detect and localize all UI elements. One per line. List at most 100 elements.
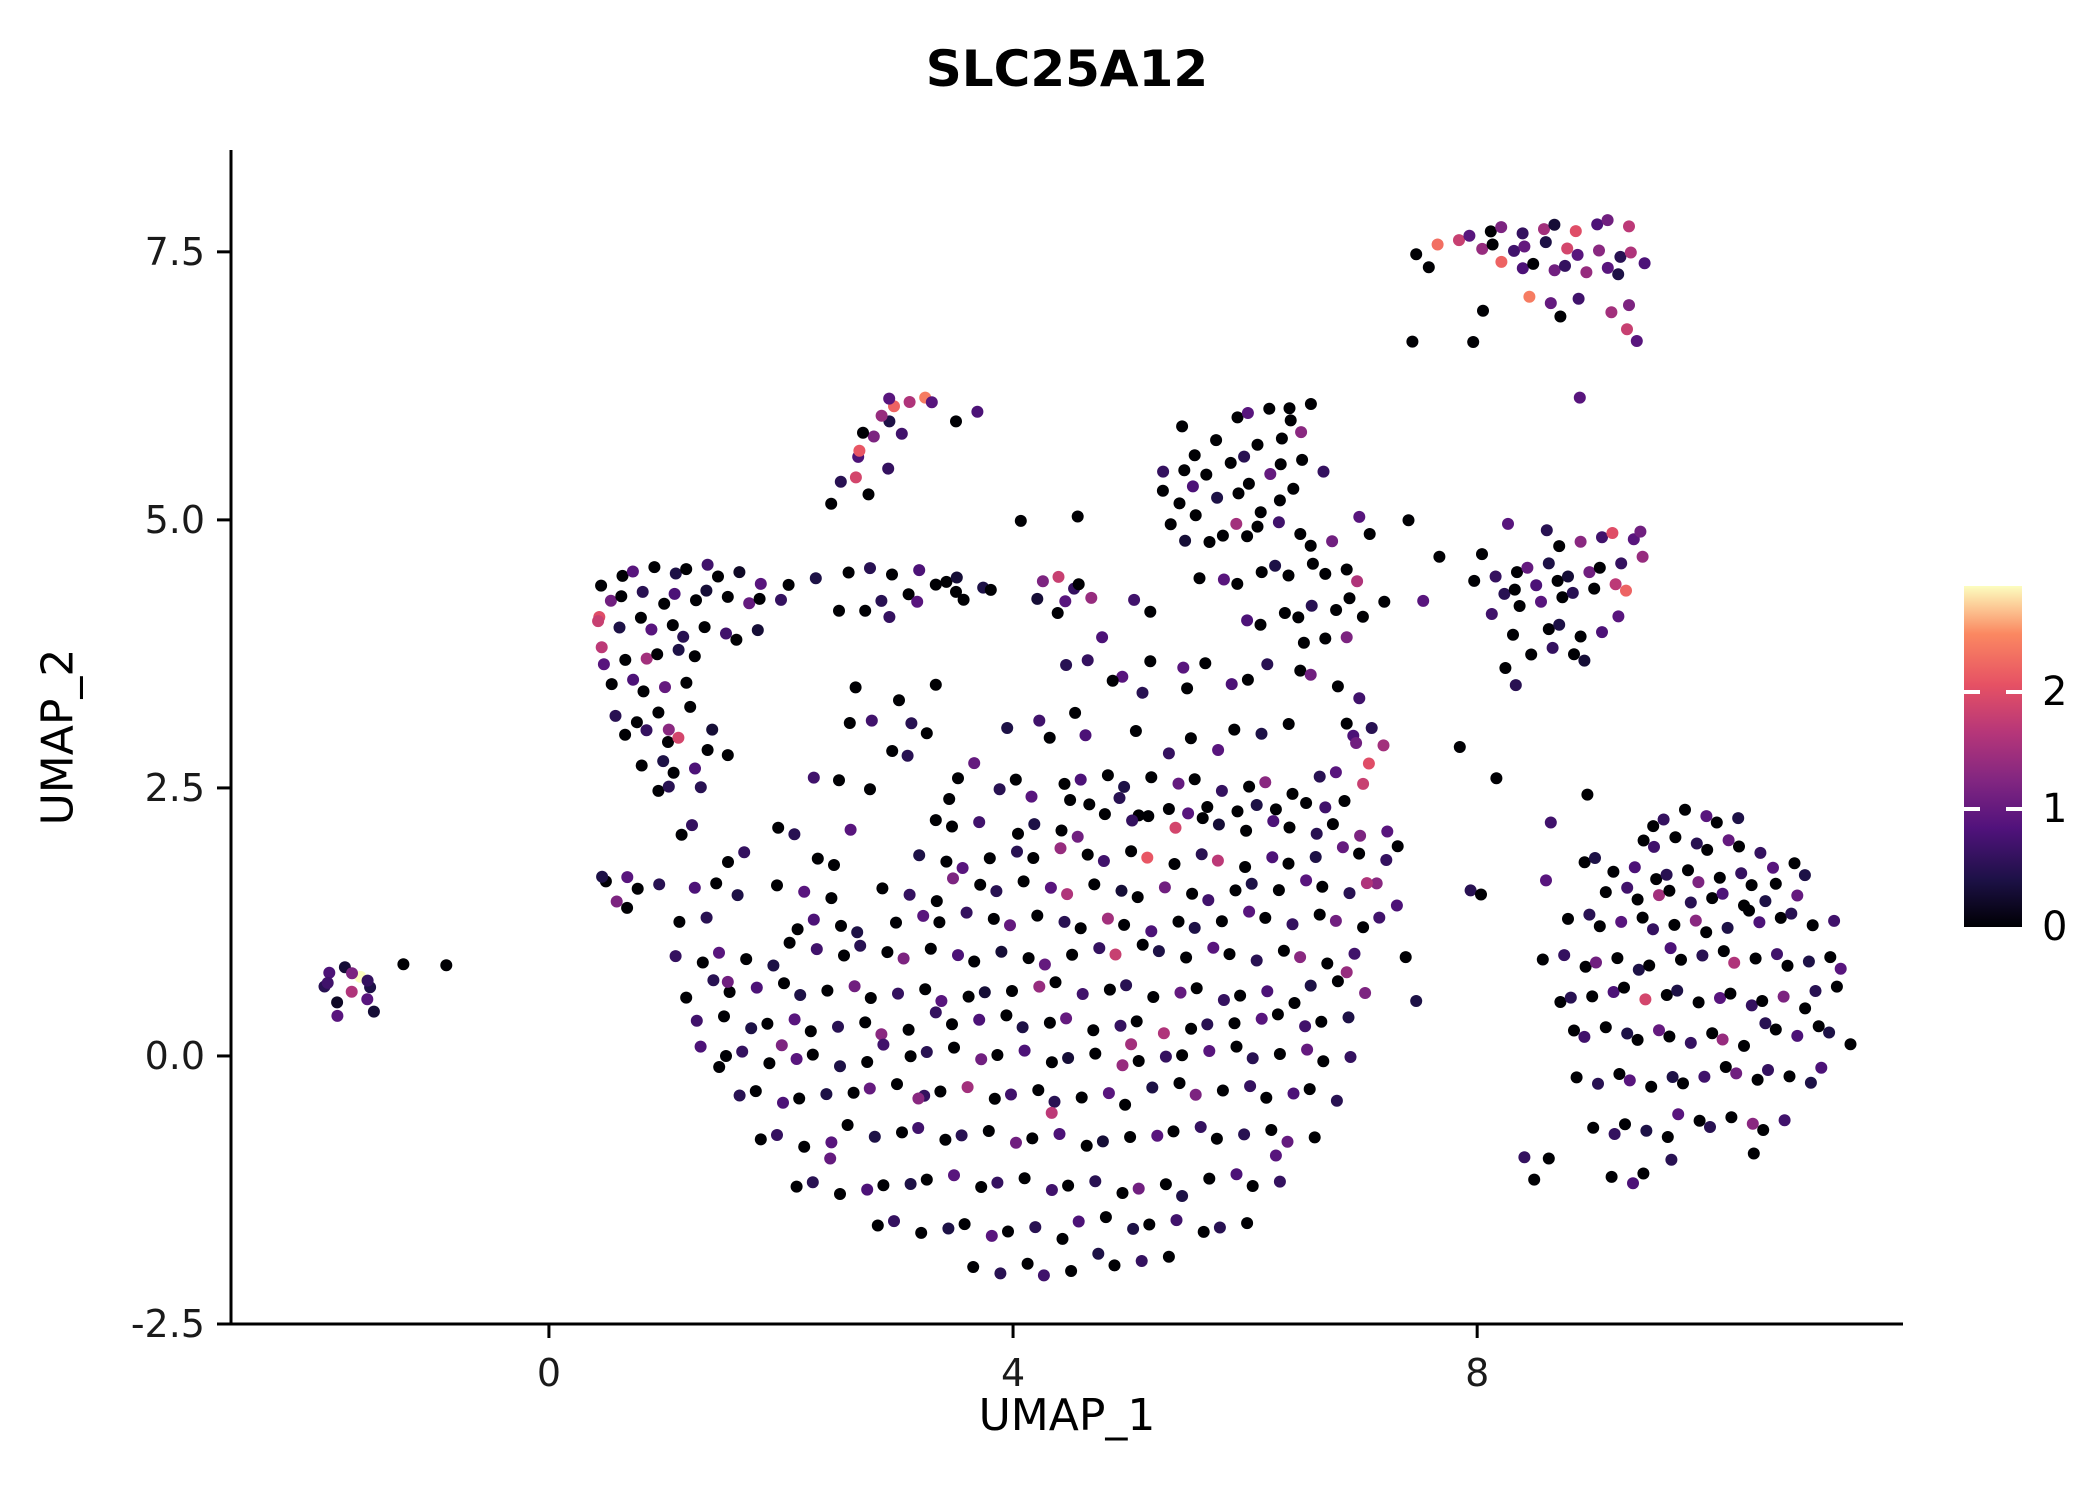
data-point bbox=[807, 771, 820, 784]
data-point bbox=[1174, 986, 1187, 999]
data-point bbox=[1162, 747, 1175, 760]
data-point bbox=[1269, 1149, 1282, 1162]
data-point bbox=[1637, 834, 1650, 847]
data-point bbox=[1433, 550, 1446, 563]
data-point bbox=[1759, 895, 1772, 908]
data-point bbox=[1096, 631, 1109, 644]
data-point bbox=[1475, 888, 1487, 901]
data-point bbox=[985, 1229, 998, 1242]
data-point bbox=[1283, 821, 1296, 834]
data-point bbox=[1093, 942, 1106, 955]
data-point bbox=[1315, 1015, 1328, 1028]
data-point bbox=[1657, 813, 1670, 826]
data-point bbox=[772, 821, 785, 834]
data-point bbox=[1778, 1114, 1791, 1127]
data-point bbox=[1101, 769, 1114, 782]
data-point bbox=[1373, 911, 1386, 924]
data-point bbox=[1201, 1018, 1214, 1031]
data-point bbox=[720, 627, 732, 640]
data-point bbox=[982, 1125, 995, 1137]
data-point bbox=[1044, 881, 1057, 894]
data-point bbox=[975, 1181, 988, 1193]
data-point bbox=[721, 749, 734, 762]
data-point bbox=[1690, 837, 1703, 850]
data-point bbox=[1636, 911, 1649, 924]
data-point bbox=[640, 652, 653, 665]
data-point bbox=[1671, 984, 1684, 997]
data-point bbox=[1251, 520, 1264, 533]
data-point bbox=[1300, 797, 1313, 809]
data-point bbox=[1509, 679, 1522, 692]
data-point bbox=[1212, 818, 1225, 831]
data-point bbox=[1476, 242, 1489, 255]
data-point bbox=[1627, 1177, 1639, 1190]
data-point bbox=[672, 643, 685, 656]
data-point bbox=[1216, 529, 1229, 542]
data-point bbox=[1173, 1077, 1186, 1090]
data-point bbox=[1179, 534, 1192, 547]
data-point bbox=[710, 877, 723, 890]
data-point bbox=[1072, 1215, 1085, 1228]
data-point bbox=[1032, 1084, 1045, 1097]
data-point bbox=[1542, 557, 1555, 570]
data-point bbox=[1225, 678, 1238, 691]
data-point bbox=[1292, 611, 1305, 624]
data-point bbox=[1178, 464, 1191, 477]
data-point bbox=[1098, 808, 1111, 821]
data-point bbox=[929, 814, 942, 827]
data-point bbox=[1255, 566, 1268, 579]
data-point bbox=[1508, 583, 1521, 596]
data-point bbox=[1120, 979, 1133, 992]
data-point bbox=[902, 1023, 915, 1036]
data-point bbox=[1016, 1021, 1029, 1034]
data-point bbox=[788, 828, 801, 841]
data-point bbox=[924, 942, 937, 955]
data-point bbox=[658, 597, 671, 610]
data-point bbox=[1018, 1172, 1031, 1185]
data-point bbox=[1605, 1170, 1618, 1183]
data-point bbox=[1260, 1091, 1273, 1104]
data-point bbox=[857, 426, 869, 439]
data-point bbox=[669, 950, 682, 963]
data-point bbox=[1553, 618, 1566, 631]
data-point bbox=[1075, 1091, 1088, 1104]
data-point bbox=[609, 709, 622, 722]
data-point bbox=[749, 1085, 762, 1098]
data-point bbox=[680, 991, 693, 1004]
data-point bbox=[1717, 945, 1730, 958]
data-point bbox=[1159, 1178, 1172, 1191]
data-point bbox=[783, 936, 796, 949]
data-point bbox=[1282, 718, 1295, 730]
data-point bbox=[1558, 949, 1571, 962]
data-point bbox=[1643, 959, 1656, 972]
data-point bbox=[688, 881, 701, 894]
data-point bbox=[940, 855, 953, 868]
data-point bbox=[1710, 816, 1723, 829]
data-point bbox=[1106, 674, 1119, 687]
data-point bbox=[1031, 592, 1044, 605]
data-point bbox=[1045, 1184, 1058, 1196]
data-point bbox=[958, 1218, 971, 1231]
data-point bbox=[669, 567, 682, 580]
data-point bbox=[1130, 1015, 1143, 1028]
data-point bbox=[1354, 829, 1367, 842]
data-point bbox=[1668, 918, 1681, 931]
data-point bbox=[798, 885, 811, 898]
data-point bbox=[1788, 857, 1801, 870]
data-point bbox=[1453, 234, 1465, 247]
data-point bbox=[1294, 951, 1307, 964]
data-point bbox=[777, 1096, 789, 1109]
data-point bbox=[1136, 938, 1149, 951]
data-point bbox=[1330, 604, 1343, 616]
data-point bbox=[1119, 1098, 1132, 1111]
data-point bbox=[991, 1049, 1004, 1061]
data-point bbox=[615, 590, 628, 603]
data-point bbox=[361, 993, 374, 1006]
data-point bbox=[1406, 335, 1419, 348]
data-point bbox=[778, 977, 790, 990]
data-point bbox=[1554, 996, 1567, 1008]
data-point bbox=[1353, 692, 1366, 705]
data-point bbox=[610, 895, 623, 908]
data-point bbox=[820, 1088, 833, 1101]
data-point bbox=[397, 958, 410, 971]
